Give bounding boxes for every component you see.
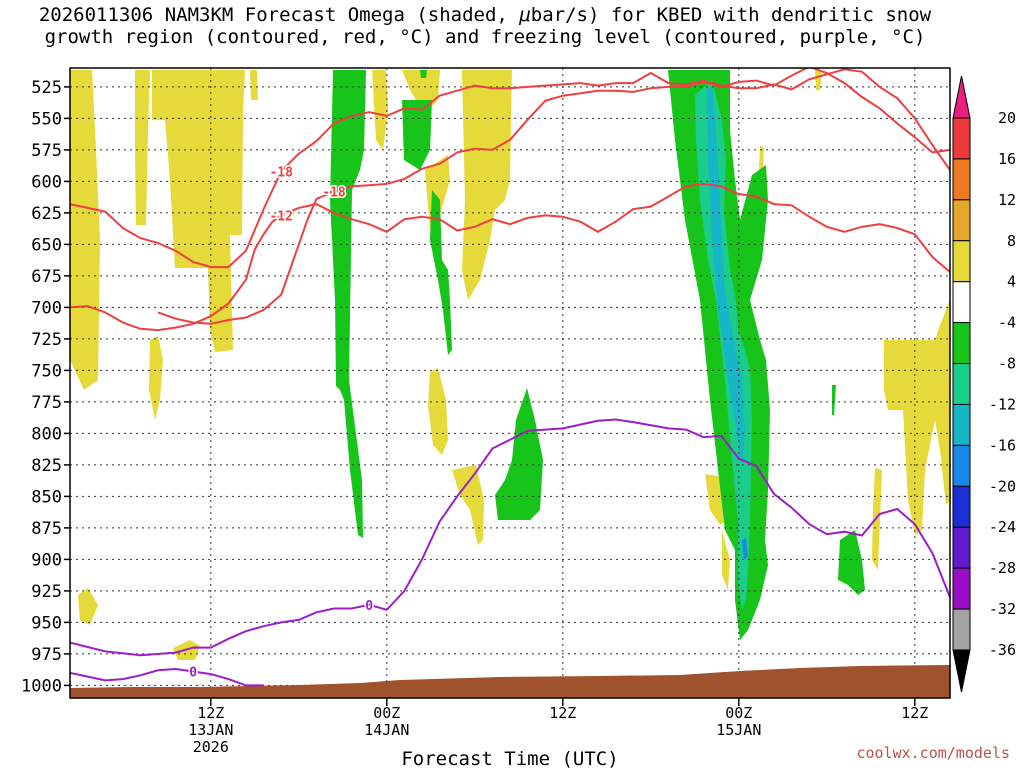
x-tick-label: 00Z <box>373 704 400 722</box>
y-tick-label: 725 <box>31 330 62 350</box>
y-tick-label: 950 <box>31 613 62 633</box>
x-tick-label: 12Z <box>901 704 928 722</box>
colorbar-label: 8 <box>1007 232 1016 250</box>
y-tick-label: 900 <box>31 550 62 570</box>
x-tick-label: 12Z <box>549 704 576 722</box>
colorbar-label: -8 <box>998 355 1016 373</box>
x-tick-label: 2026 <box>193 738 229 756</box>
x-axis-label: Forecast Time (UTC) <box>401 748 618 768</box>
colorbar-label: 12 <box>998 191 1016 209</box>
colorbar-swatch <box>952 281 971 324</box>
chart-title: 2026011306 NAM3KM Forecast Omega (shaded… <box>0 4 970 48</box>
y-tick-label: 600 <box>31 172 62 192</box>
colorbar: 20 16 12 8 4 -4 -8 -12 -16 -20 -24 -28 -32 -36 <box>952 75 1016 693</box>
y-tick-label: 650 <box>31 235 62 255</box>
contour-line <box>70 667 264 687</box>
y-tick-label: 675 <box>31 267 62 287</box>
colorbar-swatch <box>952 322 971 365</box>
y-tick-label: 800 <box>31 424 62 444</box>
x-tick-label: 15JAN <box>716 721 761 739</box>
colorbar-label: -24 <box>989 518 1016 536</box>
colorbar-swatch <box>952 158 971 201</box>
title-mu: μ <box>519 4 531 26</box>
y-tick-label: 1000 <box>21 676 62 696</box>
colorbar-min-arrow <box>952 649 971 693</box>
y-tick-label: 925 <box>31 582 62 602</box>
colorbar-swatch <box>952 485 971 528</box>
plot-frame <box>69 67 951 699</box>
temperature-contours <box>70 68 950 687</box>
colorbar-label: -28 <box>989 559 1016 577</box>
contour-line <box>70 418 950 657</box>
colorbar-label: -4 <box>998 314 1016 332</box>
contour-line <box>157 68 950 325</box>
y-axis-ticks: 525 550 575 600 625 650 675 700 725 750 775 800 825 8… <box>21 78 70 696</box>
y-tick-label: 775 <box>31 393 62 413</box>
y-tick-label: 975 <box>31 645 62 665</box>
colorbar-swatch <box>952 444 971 487</box>
x-tick-label: 13JAN <box>188 721 233 739</box>
colorbar-label: -16 <box>989 436 1016 454</box>
omega-shading <box>70 70 950 660</box>
terrain-below-ground <box>70 665 950 698</box>
colorbar-swatch <box>952 403 971 446</box>
colorbar-label: -32 <box>989 600 1016 618</box>
y-tick-label: 850 <box>31 487 62 507</box>
title-line2: growth region (contoured, red, °C) and f… <box>44 26 926 48</box>
grid-lines <box>70 68 950 698</box>
contour-line <box>70 182 950 332</box>
colorbar-label: 16 <box>998 150 1016 168</box>
colorbar-max-arrow <box>952 75 971 119</box>
y-tick-label: 825 <box>31 456 62 476</box>
colorbar-swatch <box>952 608 971 651</box>
y-tick-label: 550 <box>31 109 62 129</box>
title-line1-end: bar/s) for KBED with dendritic snow <box>530 4 932 26</box>
colorbar-swatch <box>952 117 971 160</box>
y-tick-label: 750 <box>31 361 62 381</box>
y-tick-label: 625 <box>31 204 62 224</box>
contour-line <box>70 68 950 269</box>
colorbar-label: 20 <box>998 109 1016 127</box>
contour-label: -18 <box>269 165 293 180</box>
credit-text: coolwx.com/models <box>856 744 1010 762</box>
y-tick-label: 875 <box>31 519 62 539</box>
colorbar-label: -12 <box>989 395 1016 413</box>
contour-label: -12 <box>269 209 292 224</box>
colorbar-swatch <box>952 363 971 405</box>
colorbar-label: 4 <box>1007 273 1016 291</box>
x-tick-label: 14JAN <box>364 721 409 739</box>
contour-label: 0 <box>365 599 373 614</box>
y-tick-label: 525 <box>31 78 62 98</box>
colorbar-swatch <box>952 567 971 610</box>
colorbar-label: -36 <box>989 641 1016 659</box>
x-tick-label: 00Z <box>725 704 752 722</box>
colorbar-swatch <box>952 240 971 283</box>
colorbar-swatch <box>952 199 971 242</box>
contour-label: -18 <box>322 185 346 200</box>
y-tick-label: 700 <box>31 298 62 318</box>
contour-label: 0 <box>189 666 197 681</box>
x-tick-label: 12Z <box>197 704 224 722</box>
contour-labels: -18 -12 -18 0 0 <box>188 164 375 682</box>
colorbar-label: -20 <box>989 477 1016 495</box>
colorbar-swatch <box>952 526 971 569</box>
title-line1-start: 2026011306 NAM3KM Forecast Omega (shaded… <box>38 4 520 26</box>
y-tick-label: 575 <box>31 141 62 161</box>
